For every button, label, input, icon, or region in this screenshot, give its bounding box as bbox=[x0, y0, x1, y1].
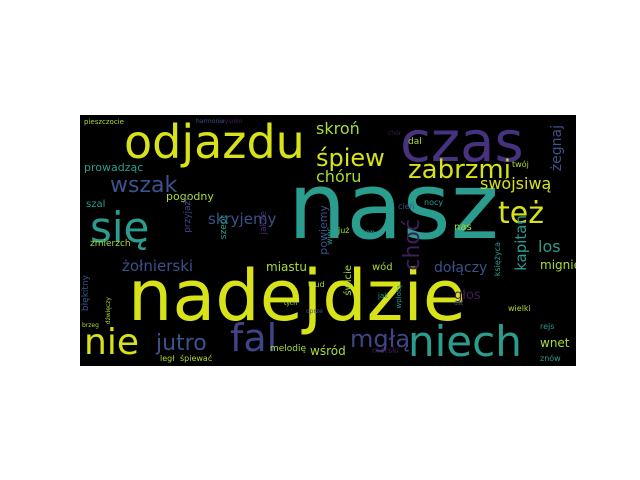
word-cloud-word: przyjaźń bbox=[183, 195, 193, 233]
word-cloud-word: wszak bbox=[110, 173, 178, 198]
word-cloud-word: chór bbox=[388, 130, 402, 137]
word-cloud-word: mgłą bbox=[350, 325, 411, 353]
word-cloud-word: ten bbox=[362, 228, 376, 237]
word-cloud-word: prowadząc bbox=[84, 161, 144, 174]
word-cloud-word: niech bbox=[408, 317, 522, 366]
word-cloud-word: wysoko bbox=[220, 118, 243, 125]
word-cloud-word: więc bbox=[325, 227, 334, 246]
word-cloud-word: żołnierski bbox=[122, 257, 194, 275]
word-cloud-word: śpiewać bbox=[180, 354, 213, 363]
word-cloud-word: pieszczocie bbox=[84, 118, 124, 126]
word-cloud-word: twój bbox=[512, 160, 529, 169]
word-cloud-word: harmonia bbox=[196, 118, 225, 125]
word-cloud-word: szal bbox=[86, 199, 106, 210]
word-cloud-word: trud bbox=[308, 280, 325, 289]
word-cloud: nasz nadejdzie czas odjazdu się niech fal nie te… bbox=[80, 115, 576, 366]
word-cloud-word: śpiew bbox=[316, 144, 385, 172]
word-cloud-word: oprze bbox=[306, 308, 323, 315]
word-cloud-word: ust bbox=[454, 300, 464, 307]
word-cloud-word: jak bbox=[378, 292, 389, 300]
word-cloud-word: świcie bbox=[343, 265, 354, 296]
word-cloud-word: los bbox=[538, 237, 561, 256]
word-cloud-word: dal bbox=[408, 137, 422, 147]
word-cloud-word: żegnaj bbox=[549, 125, 565, 172]
word-cloud-word: się bbox=[90, 203, 150, 252]
word-cloud-word: księżyca bbox=[493, 242, 502, 277]
word-cloud-word: nocy bbox=[424, 198, 444, 207]
word-cloud-word: głos bbox=[454, 288, 481, 303]
word-cloud-word: wielki bbox=[508, 304, 531, 313]
word-cloud-word: skroń bbox=[316, 119, 360, 138]
word-cloud-word: miastu bbox=[266, 260, 307, 274]
word-cloud-word: dźwięczy bbox=[105, 297, 112, 325]
word-cloud-word: dołączy bbox=[434, 260, 488, 276]
word-cloud-word: nas bbox=[454, 222, 472, 233]
word-cloud-word: wnet bbox=[540, 336, 570, 350]
word-cloud-word: już bbox=[338, 226, 350, 235]
word-cloud-word: nasz bbox=[288, 153, 499, 260]
word-cloud-word: pogodny bbox=[166, 190, 214, 203]
word-cloud-word: legł bbox=[160, 354, 175, 363]
word-cloud-word: nie bbox=[84, 322, 139, 363]
word-cloud-word: mignie bbox=[540, 258, 576, 272]
word-cloud-word: szept bbox=[219, 215, 229, 240]
word-cloud-word: czas bbox=[400, 115, 524, 175]
word-cloud-word: morski bbox=[372, 346, 399, 355]
word-cloud-word: kapitan bbox=[512, 215, 530, 271]
word-cloud-word: cień bbox=[398, 202, 415, 211]
word-cloud-word: odjazdu bbox=[124, 115, 305, 169]
word-cloud-word: chóru bbox=[316, 167, 362, 186]
word-cloud-word: skryjemy bbox=[208, 210, 277, 228]
word-cloud-word: swójsiwą bbox=[480, 174, 552, 193]
word-cloud-word: błękitny bbox=[81, 275, 91, 312]
word-cloud-word: znów bbox=[540, 354, 561, 363]
word-cloud-word: jutro bbox=[156, 331, 207, 356]
word-cloud-word: jakże bbox=[259, 211, 269, 235]
word-cloud-word: wśród bbox=[310, 344, 346, 358]
word-cloud-word: zmierzch bbox=[90, 239, 131, 249]
word-cloud-word: fal bbox=[230, 316, 278, 360]
word-cloud-word: też bbox=[498, 196, 544, 231]
word-cloud-word: melodię bbox=[270, 344, 307, 354]
word-cloud-word: wód bbox=[372, 262, 393, 273]
word-cloud-word: brzeg bbox=[82, 322, 99, 329]
word-cloud-word: nadejdzie bbox=[128, 255, 466, 337]
word-cloud-word: zabrzmi bbox=[408, 155, 511, 185]
word-cloud-word: rejs bbox=[540, 322, 555, 331]
word-cloud-word: choć bbox=[400, 219, 425, 271]
word-cloud-word: tych bbox=[284, 300, 298, 307]
word-cloud-word: wplotą bbox=[395, 285, 403, 309]
